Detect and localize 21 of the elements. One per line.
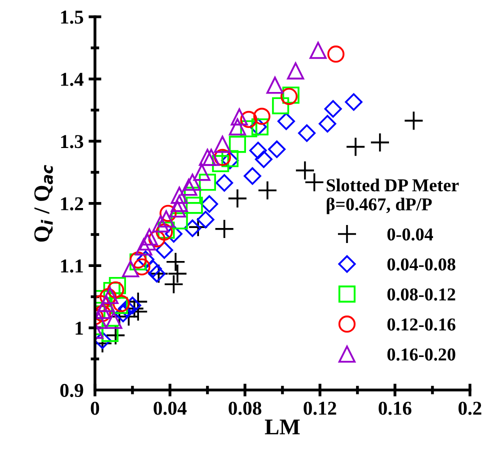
legend-title: Slotted DP Meter β=0.467, dP/P [326,178,459,214]
x-tick-label: 0.08 [228,402,262,415]
x-tick-label: 0.16 [378,402,412,415]
y-tick-label: 1.3 [61,135,84,148]
y-tick-label: 1.5 [61,10,84,24]
y-tick-label: 1 [76,322,83,335]
x-tick-label: 0.12 [304,402,336,415]
x-tick-label: 0.04 [154,402,187,415]
x-tick-label: 0.2 [458,402,482,415]
y-tick-label: 1.1 [61,260,83,273]
y-tick-label: 1.4 [61,72,84,86]
legend-label: 0-0.04 [387,228,434,241]
y-axis-title: Q$_{i}$ / Q$_{ac}$ [34,164,53,242]
legend-label: 0.12-0.16 [387,318,456,331]
legend-label: 0.16-0.20 [387,348,456,361]
legend-label: 0.08-0.12 [387,288,456,301]
y-tick-label: 0.9 [60,384,84,398]
x-axis-title: LM [264,420,300,434]
legend-label: 0.04-0.08 [387,258,456,271]
y-tick-label: 1.2 [61,197,84,210]
x-tick-label: 0 [90,402,100,415]
